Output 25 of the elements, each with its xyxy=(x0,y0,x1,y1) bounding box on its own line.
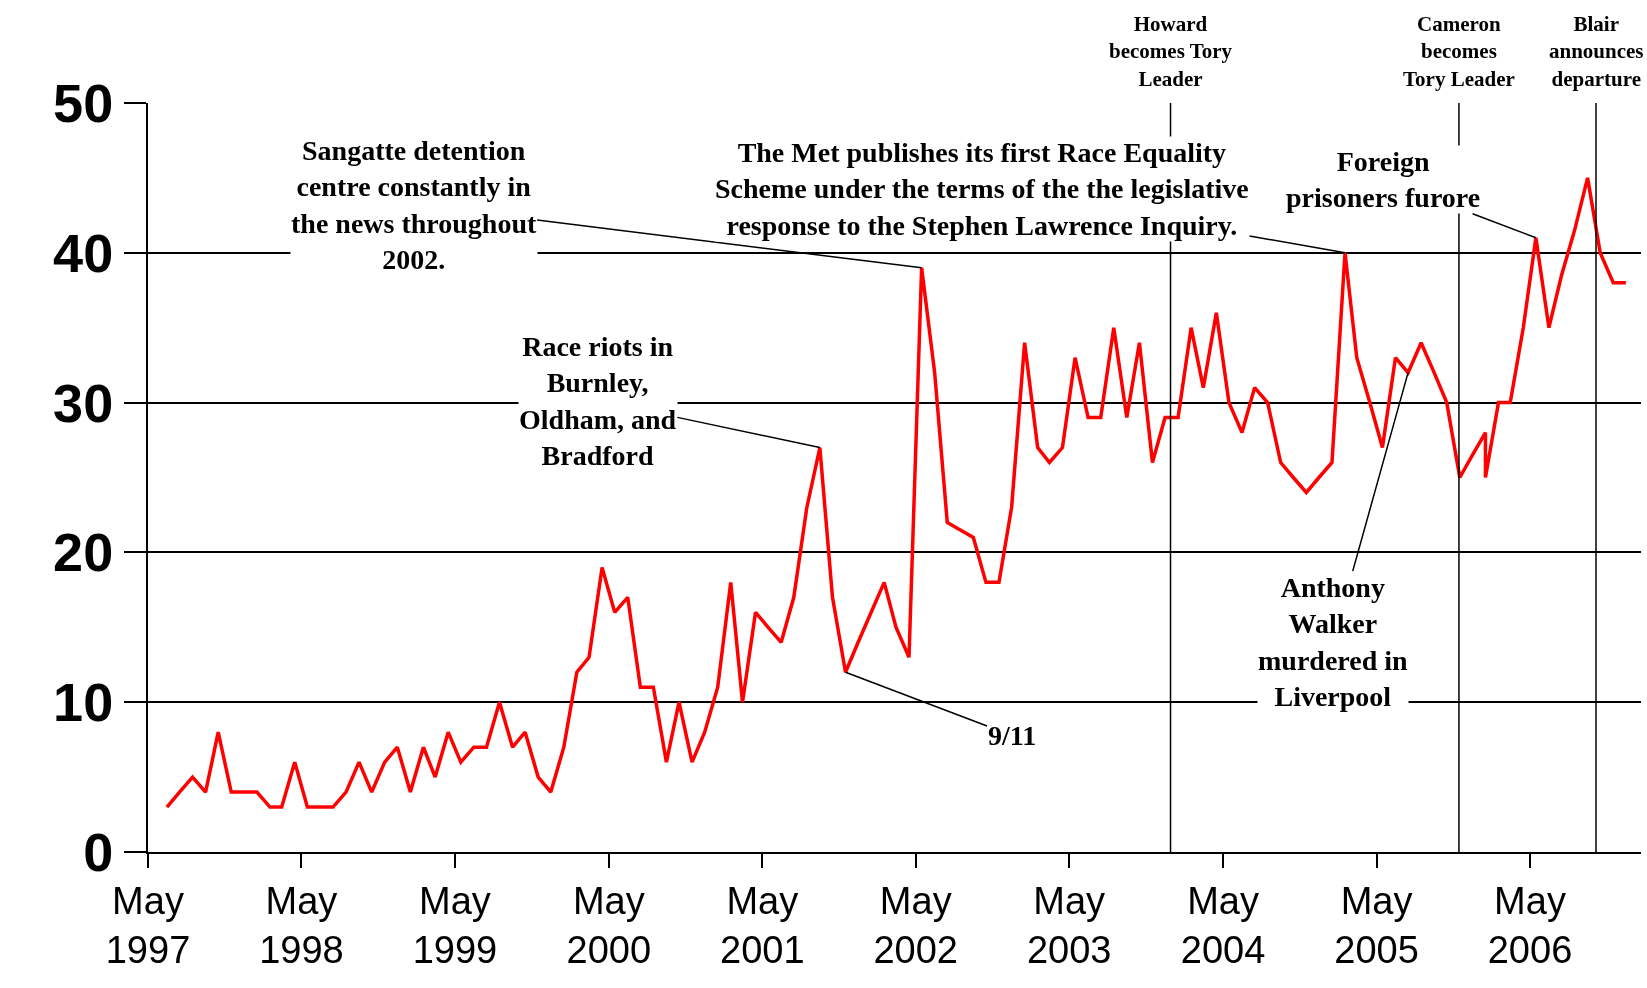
x-tick-label: May 2002 xyxy=(873,879,958,971)
ref-line-label: Blair announces departure xyxy=(1549,12,1644,91)
x-tick-label: May 2000 xyxy=(566,879,652,971)
annotation: Sangatte detention centre constantly in the news throughout 2002. xyxy=(291,135,537,276)
y-tick-label: 20 xyxy=(53,522,114,583)
x-tick-label: May 2006 xyxy=(1487,879,1573,971)
y-tick-label: 10 xyxy=(53,672,114,733)
annotation: Anthony Walker murdered in Liverpool xyxy=(1258,572,1409,713)
x-tick-label: May 2003 xyxy=(1026,879,1112,971)
x-tick-label: May 2001 xyxy=(720,879,805,971)
x-tick-label: May 1999 xyxy=(412,879,498,971)
annotation: Foreign prisoners furore xyxy=(1286,146,1481,214)
y-tick-label: 0 xyxy=(83,821,114,882)
x-tick-label: May 1998 xyxy=(259,879,344,971)
x-tick-label: May 2005 xyxy=(1334,879,1419,971)
y-tick-label: 30 xyxy=(53,372,114,433)
y-tick-label: 40 xyxy=(53,222,114,283)
ref-line-label: Howard becomes Tory Leader xyxy=(1109,12,1233,91)
annotation: Race riots in Burnley, Oldham, and Bradford xyxy=(519,331,677,472)
x-tick-label: May 1997 xyxy=(105,879,191,971)
x-tick-label: May 2004 xyxy=(1180,879,1266,971)
annotation: The Met publishes its first Race Equality Scheme under the terms of the the legislative response to the Stephen Lawrence Inquiry. xyxy=(715,137,1249,241)
y-tick-label: 50 xyxy=(53,72,114,133)
ref-line-label: Cameron becomes Tory Leader xyxy=(1403,12,1515,91)
annotation: 9/11 xyxy=(988,720,1037,751)
